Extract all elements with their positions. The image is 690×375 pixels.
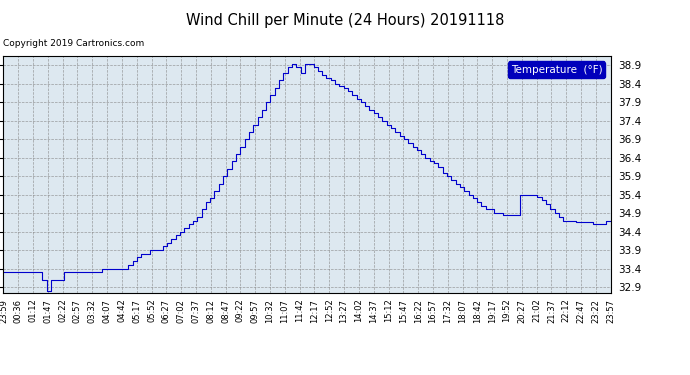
Legend: Temperature  (°F): Temperature (°F) bbox=[508, 62, 605, 78]
Text: Wind Chill per Minute (24 Hours) 20191118: Wind Chill per Minute (24 Hours) 2019111… bbox=[186, 13, 504, 28]
Text: Copyright 2019 Cartronics.com: Copyright 2019 Cartronics.com bbox=[3, 39, 145, 48]
